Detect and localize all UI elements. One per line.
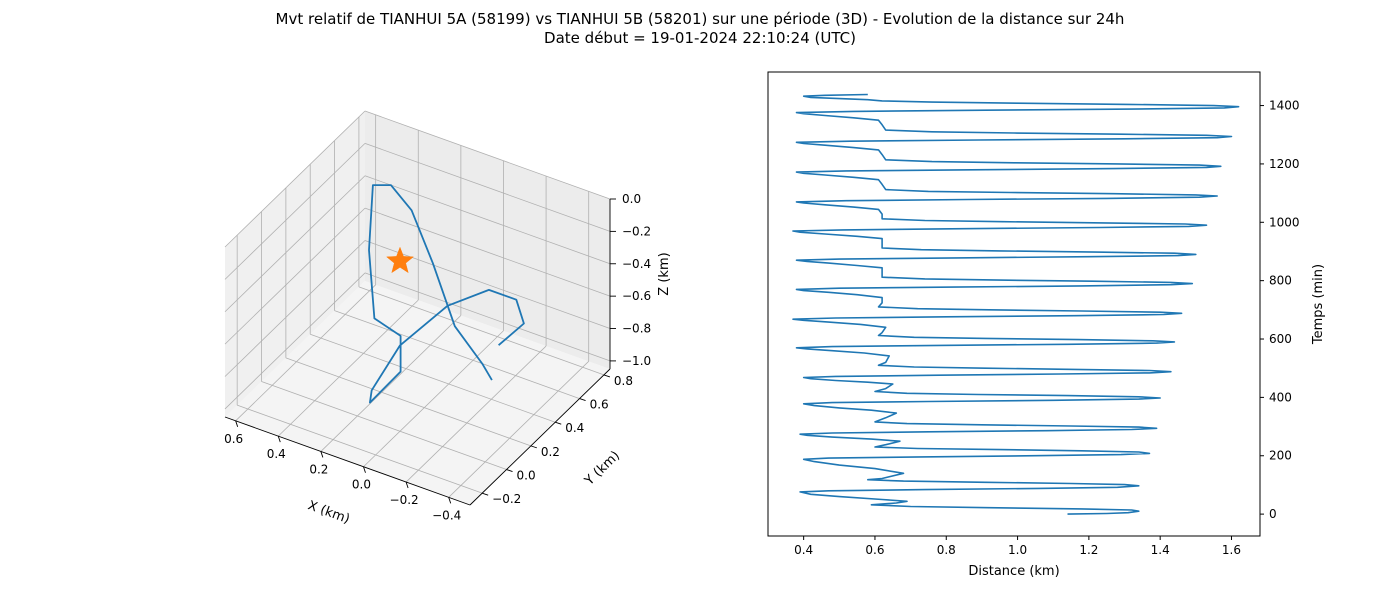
x-tick-label-3d: 0.0 <box>352 478 371 492</box>
grid-line-z-left <box>224 207 366 345</box>
y-tick-label-3d: 0.2 <box>541 445 560 459</box>
x-tick-3d <box>363 466 366 473</box>
z-tick-label-3d: −0.8 <box>622 322 651 336</box>
axes-3d: −0.4 −0.2 0.0 0.2 0.4 0.6 −0.2 0.0 0.2 0.4 0.6 0.8 −… <box>224 192 651 522</box>
x-tick-label-2d: 0.8 <box>937 543 956 557</box>
y-tick-label-2d: 1000 <box>1269 215 1300 229</box>
grid-line-z-left <box>224 110 366 248</box>
grid-line-x-floor <box>363 330 504 468</box>
y-tick-label-2d: 0 <box>1269 507 1277 521</box>
x-tick-label-2d: 0.4 <box>794 543 813 557</box>
grid-line-z-left <box>224 175 366 313</box>
figure-title-line2: Date début = 19-01-2024 22:10:24 (UTC) <box>544 29 856 47</box>
y-tick-3d <box>579 398 586 401</box>
pane-group <box>225 111 610 505</box>
grid-line-x-floor <box>235 284 376 422</box>
grid-line-z-back <box>364 240 611 329</box>
grid-line-z-left <box>224 272 366 410</box>
grid-line-y-floor <box>261 381 507 470</box>
grid-line-y-floor <box>334 310 580 399</box>
grid-line-z-back <box>364 175 611 265</box>
y-axis-label-3d: Y (km) <box>581 448 623 489</box>
grid-line-y-floor <box>237 404 483 494</box>
y-ticks-2d: 0 200 400 600 800 1000 1200 1400 <box>1260 99 1300 521</box>
x-tick-label-2d: 1.6 <box>1222 543 1241 557</box>
x-tick-label-3d: 0.4 <box>267 447 286 461</box>
x-tick-label-3d: −0.4 <box>432 508 461 522</box>
y-tick-3d <box>530 445 538 449</box>
grid-line-y-floor <box>285 357 532 447</box>
data-2d <box>792 93 1240 515</box>
grid-line-z-left <box>224 143 366 280</box>
y-tick-3d <box>555 421 562 425</box>
z-tick-label-3d: −0.2 <box>622 224 651 238</box>
x-tick-3d <box>320 451 324 458</box>
grid-line-x-floor <box>405 345 547 483</box>
data-3d <box>368 184 525 404</box>
x-tick-3d <box>448 497 452 504</box>
plot-2d: 0.4 0.6 0.8 1.0 1.2 1.4 1.6 0 200 400 600 800 1000 1… <box>767 71 1326 579</box>
x-tick-label-3d: 0.2 <box>309 462 328 476</box>
x-tick-label-2d: 1.2 <box>1079 543 1098 557</box>
y-tick-3d <box>603 374 611 378</box>
grid-line-x-floor <box>320 315 462 452</box>
z-tick-label-3d: 0.0 <box>622 192 641 206</box>
x-axis-label-3d: X (km) <box>306 498 352 527</box>
figure-title: Mvt relatif de TIANHUI 5A (58199) vs TIA… <box>0 10 1400 48</box>
x-tick-label-2d: 0.6 <box>865 543 884 557</box>
z-tick-label-3d: −1.0 <box>622 354 651 368</box>
y-tick-label-2d: 200 <box>1269 449 1292 463</box>
grid-3d <box>224 110 611 498</box>
z-tick-label-3d: −0.6 <box>622 289 651 303</box>
y-axis-line-3d <box>469 368 611 506</box>
x-tick-label-3d: −0.2 <box>390 493 419 507</box>
figure-title-line1: Mvt relatif de TIANHUI 5A (58199) vs TIA… <box>275 10 1125 28</box>
x-tick-3d <box>277 435 281 443</box>
grid-line-x-floor <box>277 299 419 437</box>
y-tick-label-2d: 1400 <box>1269 99 1300 113</box>
y-tick-label-3d: 0.6 <box>590 398 609 412</box>
grid-line-z-back <box>364 207 611 297</box>
plot-2d-frame <box>767 71 1261 537</box>
left-wall-pane <box>225 111 365 417</box>
grid-line-z-back <box>364 143 611 232</box>
y-axis-label-2d: Temps (min) <box>1311 264 1326 345</box>
y-tick-label-2d: 600 <box>1269 332 1292 346</box>
x-tick-3d <box>405 481 409 489</box>
grid-line-y-floor <box>310 333 556 423</box>
x-tick-label-3d: 0.6 <box>224 432 243 446</box>
x-ticks-2d: 0.4 0.6 0.8 1.0 1.2 1.4 1.6 <box>794 536 1241 557</box>
grid-line-z-back <box>364 110 611 200</box>
x-tick-label-2d: 1.0 <box>1008 543 1027 557</box>
z-axis-label-3d: Z (km) <box>657 252 672 295</box>
origin-star-marker <box>386 246 414 274</box>
back-wall-pane <box>365 111 610 369</box>
y-tick-label-2d: 400 <box>1269 390 1292 404</box>
grid-line-z-back <box>364 272 611 362</box>
grid-line-x-floor <box>448 361 589 498</box>
y-tick-3d <box>506 469 513 472</box>
y-tick-label-3d: 0.0 <box>517 469 536 483</box>
distance-series-line <box>792 93 1240 515</box>
grid-line-y-floor <box>358 286 605 376</box>
y-tick-label-2d: 1200 <box>1269 157 1300 171</box>
x-axis-line-3d <box>224 416 471 506</box>
x-axis-label-2d: Distance (km) <box>968 564 1059 579</box>
y-tick-label-2d: 800 <box>1269 274 1292 288</box>
y-tick-3d <box>482 492 489 496</box>
y-tick-label-3d: 0.4 <box>565 421 584 435</box>
y-tick-label-3d: −0.2 <box>492 492 521 506</box>
grid-line-z-left <box>224 240 366 377</box>
plot-3d: −0.4 −0.2 0.0 0.2 0.4 0.6 −0.2 0.0 0.2 0.4 0.6 0.8 −… <box>224 110 672 527</box>
z-tick-label-3d: −0.4 <box>622 257 651 271</box>
trajectory-3d-line <box>368 184 525 404</box>
x-tick-label-2d: 1.4 <box>1151 543 1170 557</box>
floor-pane <box>225 281 610 505</box>
x-tick-3d <box>235 420 239 427</box>
y-tick-label-3d: 0.8 <box>614 374 633 388</box>
